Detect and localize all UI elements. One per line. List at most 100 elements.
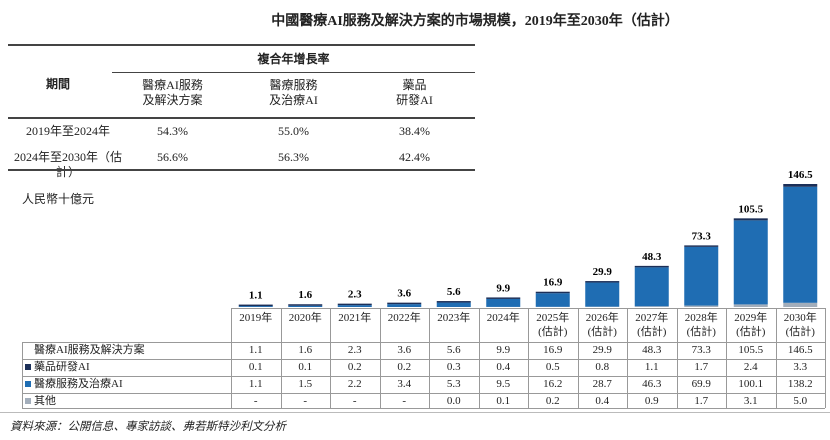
table-value: 146.5: [787, 344, 813, 356]
table-value: 2.2: [347, 378, 362, 390]
bar-total-label: 2.3: [348, 289, 362, 301]
bar-total-label: 48.3: [642, 251, 662, 263]
table-value: 0.1: [496, 395, 511, 407]
bar-segment-other: [733, 304, 768, 307]
year-label: (估計): [637, 326, 667, 338]
cagr-column-header: 及治療AI: [269, 93, 318, 107]
table-value: -: [303, 395, 308, 407]
legend-label: 醫療服務及治療AI: [34, 378, 123, 390]
bar-segment-drug: [733, 218, 768, 221]
bar-segment-medical: [634, 267, 669, 307]
table-value: 3.4: [397, 378, 412, 390]
legend-swatch: [25, 364, 31, 371]
bar-total-label: 73.3: [692, 230, 712, 242]
bar-segment-medical: [337, 305, 372, 307]
table-value: -: [253, 395, 258, 407]
bar-total-label: 105.5: [738, 203, 763, 215]
legend-entry: 醫療服務及治療AI: [25, 377, 228, 392]
figure-title: 中國醫療AI服務及解決方案的市場規模，2019年至2030年（估計）: [271, 14, 679, 29]
bar-segment-medical: [387, 304, 422, 307]
cagr-table: 複合年增長率 期間 醫療AI服務 及解決方案 醫療服務 及治療AI 藥品 研發AI 201…: [8, 44, 475, 179]
year-label: 2020年: [288, 312, 322, 324]
bar-segment-medical: [684, 246, 719, 306]
table-value: -: [352, 395, 357, 407]
year-label: (估計): [686, 326, 716, 338]
table-value: 1.7: [694, 395, 709, 407]
table-value: 9.9: [496, 344, 511, 356]
table-value: 3.3: [793, 361, 808, 373]
bar-segment-drug: [288, 304, 323, 306]
table-value: 1.5: [298, 378, 313, 390]
source-note: 資料來源：公開信息、專家訪談、弗若斯特沙利文分析: [10, 421, 286, 433]
legend-label: 其他: [34, 395, 56, 407]
legend-entry: 醫療AI服務及解決方案: [25, 343, 237, 358]
year-label: 2028年: [684, 312, 718, 324]
table-value: 69.9: [691, 378, 711, 390]
bar-segment-medical: [436, 302, 471, 307]
cagr-group-header: 複合年增長率: [257, 52, 330, 66]
cagr-value: 38.4%: [399, 124, 430, 138]
year-label: 2019年: [239, 312, 273, 324]
legend-swatch: [25, 381, 31, 388]
bar-segment-drug: [337, 303, 372, 306]
table-value: 9.5: [496, 378, 511, 390]
table-value: 5.3: [446, 378, 461, 390]
bar-total-label: 1.1: [249, 290, 263, 302]
year-label: 2030年: [783, 312, 817, 324]
cagr-period: 2024年至2030年（估計）: [13, 150, 122, 179]
table-value: 3.6: [397, 344, 412, 356]
table-value: 1.1: [644, 361, 659, 373]
legend-label: 醫療AI服務及解決方案: [34, 344, 145, 356]
table-value: 5.6: [446, 344, 461, 356]
table-value: 138.2: [787, 378, 813, 390]
table-value: 1.1: [248, 344, 263, 356]
table-value: 0.8: [595, 361, 610, 373]
year-label: (估計): [736, 326, 766, 338]
bar-segment-drug: [783, 184, 818, 187]
cagr-period: 2019年至2024年: [25, 124, 110, 138]
bar-total-label: 5.6: [447, 286, 461, 298]
bar-total-label: 29.9: [593, 266, 613, 278]
data-table: 2019年 2020年 2021年 2022年 2023年 2024年 2025年 (估計) 2…: [22, 308, 826, 409]
table-value: 0.5: [545, 361, 560, 373]
bar-segment-drug: [634, 265, 669, 268]
year-label: 2029年: [734, 312, 768, 324]
cagr-value: 56.6%: [157, 150, 188, 164]
cagr-value: 54.3%: [157, 124, 188, 138]
cagr-column-header: 醫療AI服務: [142, 78, 203, 92]
bar-segment-drug: [486, 297, 521, 299]
bar-segment-medical: [288, 305, 323, 307]
table-value: 0.1: [248, 361, 263, 373]
table-value: 28.7: [592, 378, 612, 390]
table-value: 0.4: [595, 395, 610, 407]
cagr-column-header: 藥品: [402, 78, 427, 92]
cagr-value: 55.0%: [278, 124, 309, 138]
table-value: 0.2: [397, 361, 412, 373]
bar-segment-drug: [684, 245, 719, 247]
year-label: 2027年: [635, 312, 669, 324]
bar-segment-drug: [585, 281, 620, 283]
unit-label: 人民幣十億元: [22, 192, 95, 206]
bar-segment-medical: [585, 282, 620, 307]
table-value: 5.0: [793, 395, 808, 407]
legend-swatch: [25, 398, 31, 405]
year-label: (估計): [587, 326, 617, 338]
cagr-value: 42.4%: [399, 150, 430, 164]
bar-segment-medical: [486, 298, 521, 307]
table-value: 16.9: [543, 344, 563, 356]
year-label: 2026年: [585, 312, 619, 324]
cagr-column-header: 及解決方案: [142, 93, 203, 107]
bar-segment-drug: [535, 291, 570, 294]
bar-segment-medical: [238, 306, 273, 307]
table-value: 0.2: [347, 361, 362, 373]
year-label: 2022年: [387, 312, 421, 324]
bar-total-label: 3.6: [397, 288, 411, 300]
bar-segment-other: [634, 306, 669, 307]
bar-segment-drug: [387, 302, 422, 305]
table-value: -: [402, 395, 407, 407]
table-value: 48.3: [642, 344, 662, 356]
cagr-value: 56.3%: [278, 150, 309, 164]
year-label: 2025年: [536, 312, 570, 324]
table-value: 16.2: [543, 378, 563, 390]
